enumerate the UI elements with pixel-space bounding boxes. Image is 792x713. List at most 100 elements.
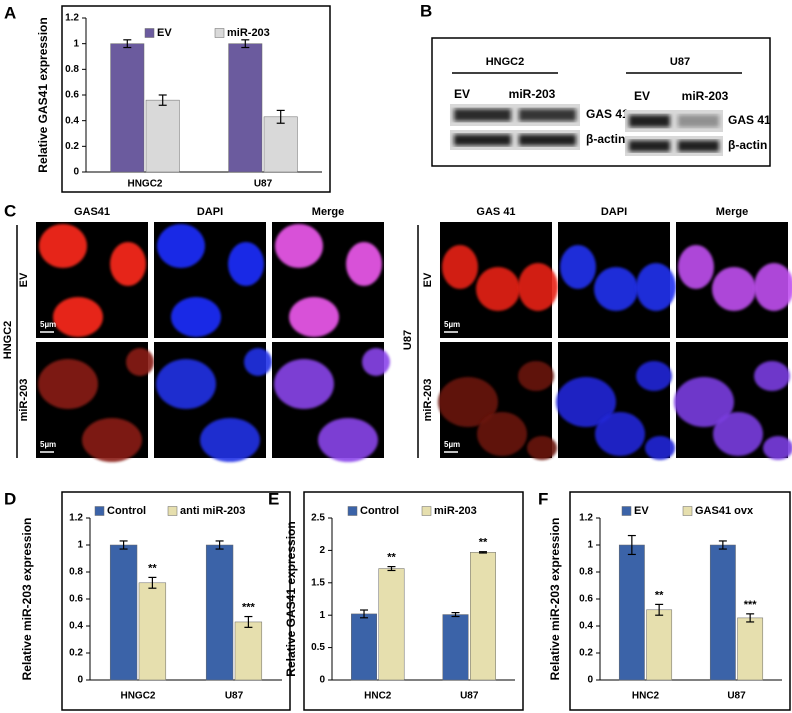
chart-frame: [61, 5, 331, 193]
nucleus: [636, 361, 672, 391]
bar: [205, 544, 234, 681]
y-axis-label: Relative GAS41 expression: [36, 17, 50, 172]
nucleus: [636, 263, 676, 311]
y-tick-label: 0.4: [579, 621, 593, 632]
bar: [709, 544, 736, 681]
nucleus: [289, 297, 339, 337]
blot-band: [678, 140, 719, 152]
channel-header: Merge: [716, 206, 748, 218]
y-tick-label: 0.4: [69, 621, 83, 632]
nucleus: [560, 245, 596, 289]
nucleus: [518, 263, 558, 311]
condition-label: miR-203: [18, 379, 30, 422]
y-tick-label: 1: [77, 540, 83, 551]
nucleus: [556, 377, 616, 427]
bar: [263, 116, 298, 173]
panel-letter: A: [4, 3, 16, 22]
chart-frame: [303, 491, 524, 711]
panel-letter: E: [268, 489, 279, 508]
condition-label: EV: [18, 272, 30, 287]
blot-band: [454, 108, 511, 122]
y-tick-label: 1.2: [65, 13, 79, 24]
nucleus: [594, 267, 638, 311]
x-tick-label: HNC2: [364, 691, 392, 702]
y-tick-label: 2.5: [311, 513, 325, 524]
nucleus: [275, 224, 323, 268]
y-tick-label: 0: [319, 675, 325, 686]
bar: [442, 614, 469, 681]
bar: [618, 544, 645, 681]
blot-band: [629, 140, 670, 152]
panel-letter: C: [4, 201, 16, 220]
bar: [138, 582, 167, 681]
x-tick-label: U87: [225, 691, 244, 702]
legend-swatch: [144, 28, 155, 38]
significance: **: [479, 537, 488, 549]
panel-letter: F: [538, 489, 548, 508]
x-tick-label: U87: [460, 691, 479, 702]
y-tick-label: 0.8: [69, 567, 83, 578]
significance: **: [148, 562, 157, 574]
lane-label: miR-203: [509, 87, 556, 101]
nucleus: [126, 348, 154, 376]
legend-swatch: [621, 506, 632, 516]
nucleus: [595, 412, 645, 456]
blot-band: [519, 108, 576, 122]
bar: [145, 99, 180, 173]
y-tick-label: 0.8: [579, 567, 593, 578]
legend-label: anti miR-203: [180, 505, 245, 517]
lane-label: EV: [454, 87, 470, 101]
legend-label: miR-203: [434, 505, 477, 517]
nucleus: [362, 348, 390, 376]
legend-swatch: [347, 506, 358, 516]
legend-label: GAS41 ovx: [695, 505, 754, 517]
y-tick-label: 0.2: [69, 648, 83, 659]
nucleus: [763, 436, 792, 460]
significance: ***: [242, 601, 256, 613]
legend-swatch: [94, 506, 105, 516]
nucleus: [318, 418, 378, 462]
significance: **: [387, 552, 396, 564]
x-tick-label: U87: [254, 179, 273, 190]
y-axis-label: Relative GAS41 expression: [284, 521, 298, 676]
nucleus: [157, 224, 205, 268]
blot-row-label: β-actin: [728, 138, 767, 152]
y-tick-label: 0: [77, 675, 83, 686]
nucleus: [228, 242, 264, 286]
nucleus: [438, 377, 498, 427]
blot-band: [519, 134, 576, 146]
nucleus: [346, 242, 382, 286]
bar: [110, 43, 145, 173]
panel-letter: D: [4, 489, 16, 508]
condition-label: miR-203: [422, 379, 434, 422]
legend-swatch: [167, 506, 178, 516]
legend-swatch: [214, 28, 225, 38]
blot-band: [454, 134, 511, 146]
y-axis-label: Relative miR-203 expression: [20, 518, 34, 681]
nucleus: [713, 412, 763, 456]
blot-row-label: GAS 41: [728, 113, 771, 127]
condition-label: EV: [422, 272, 434, 287]
y-tick-label: 0.2: [65, 141, 79, 152]
nucleus: [754, 361, 790, 391]
scale-bar-label: 5µm: [444, 320, 460, 329]
channel-header: DAPI: [197, 206, 223, 218]
nucleus: [477, 412, 527, 456]
channel-header: GAS 41: [476, 206, 515, 218]
blot-row-label: β-actin: [586, 132, 625, 146]
x-tick-label: HNC2: [632, 691, 660, 702]
x-tick-label: U87: [727, 691, 746, 702]
nucleus: [754, 263, 792, 311]
cell-line-label: HNGC2: [2, 321, 14, 360]
nucleus: [53, 297, 103, 337]
nucleus: [678, 245, 714, 289]
bar: [234, 621, 263, 681]
lane-label: miR-203: [682, 89, 729, 103]
panel-letter: B: [420, 1, 432, 20]
y-tick-label: 0.6: [65, 90, 79, 101]
nucleus: [274, 359, 334, 409]
bar: [737, 617, 764, 681]
bar: [351, 613, 377, 681]
blot-band: [629, 114, 670, 128]
